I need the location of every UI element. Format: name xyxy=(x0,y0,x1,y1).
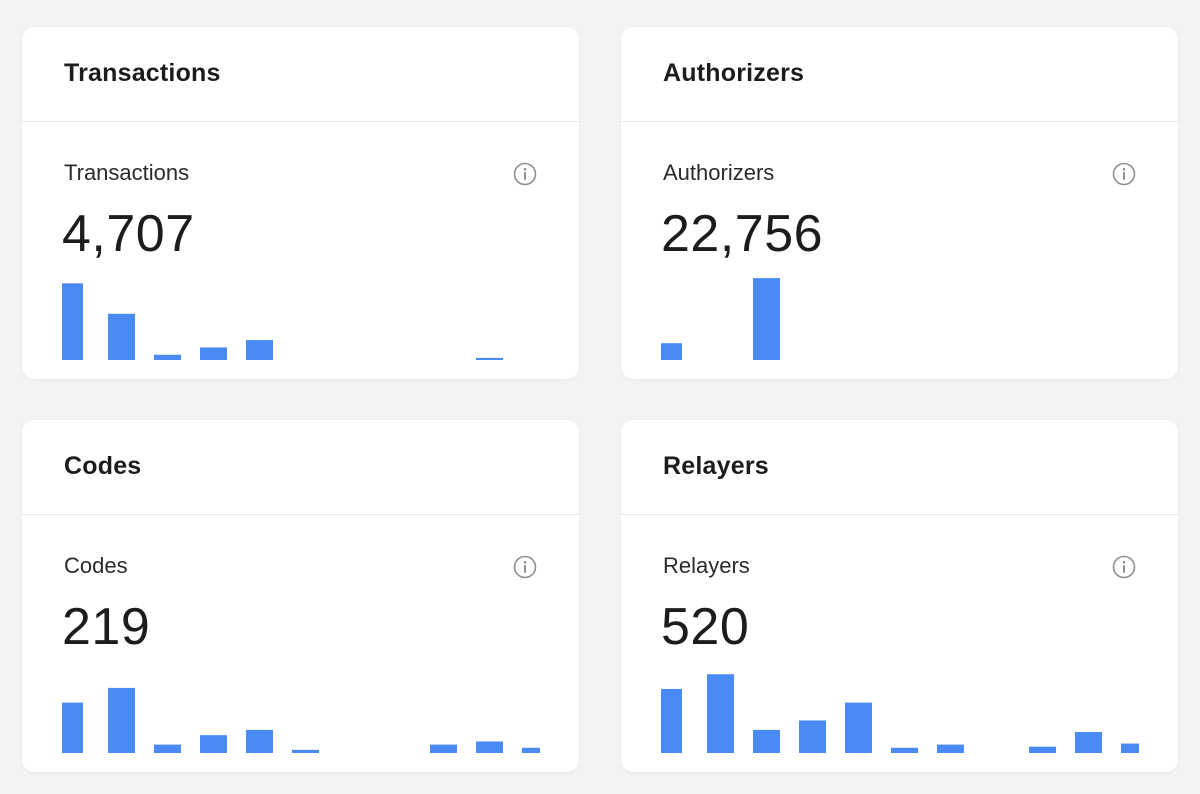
card-title: Authorizers xyxy=(663,58,805,87)
chart-bar[interactable] xyxy=(753,278,780,360)
metric-value: 4,707 xyxy=(62,205,195,263)
chart-bar[interactable] xyxy=(62,283,83,360)
info-icon[interactable] xyxy=(1112,162,1136,186)
sparkline-chart xyxy=(62,687,540,753)
authorizers-card: Authorizers Authorizers 22,756 xyxy=(621,27,1178,379)
card-title: Relayers xyxy=(663,451,769,480)
sparkline-chart xyxy=(62,283,503,360)
chart-bar[interactable] xyxy=(62,702,83,753)
chart-bar[interactable] xyxy=(522,747,540,753)
chart-bar[interactable] xyxy=(1121,743,1139,753)
chart-bar[interactable] xyxy=(154,354,181,360)
chart-bar[interactable] xyxy=(845,702,872,753)
chart-bar[interactable] xyxy=(753,729,780,753)
card-body: Relayers 520 xyxy=(621,515,1178,772)
card-title: Codes xyxy=(64,451,142,480)
codes-card: Codes Codes 219 xyxy=(22,420,579,772)
chart-bar[interactable] xyxy=(476,357,503,360)
metric-value: 520 xyxy=(661,598,750,656)
card-header: Relayers xyxy=(621,420,1178,515)
metric-label: Transactions xyxy=(64,160,190,185)
chart-bar[interactable] xyxy=(200,347,227,360)
sparkline-chart xyxy=(661,674,1139,753)
chart-bar[interactable] xyxy=(154,744,181,753)
card-title: Transactions xyxy=(64,58,221,87)
metric-value: 22,756 xyxy=(661,205,824,263)
chart-bar[interactable] xyxy=(1029,746,1056,753)
chart-bar[interactable] xyxy=(1075,732,1102,753)
chart-bar[interactable] xyxy=(200,735,227,753)
metric-label: Authorizers xyxy=(663,160,775,185)
chart-bar[interactable] xyxy=(891,747,918,753)
card-header: Transactions xyxy=(22,27,579,122)
card-body: Authorizers 22,756 xyxy=(621,122,1178,379)
card-body: Transactions 4,707 xyxy=(22,122,579,379)
chart-bar[interactable] xyxy=(661,688,682,753)
chart-bar[interactable] xyxy=(108,313,135,360)
sparkline-chart xyxy=(661,278,780,360)
chart-bar[interactable] xyxy=(707,674,734,753)
card-header: Authorizers xyxy=(621,27,1178,122)
card-body: Codes 219 xyxy=(22,515,579,772)
chart-bar[interactable] xyxy=(292,749,319,753)
card-header: Codes xyxy=(22,420,579,515)
chart-bar[interactable] xyxy=(246,340,273,360)
chart-bar[interactable] xyxy=(661,343,682,360)
info-icon[interactable] xyxy=(513,162,537,186)
chart-bar[interactable] xyxy=(246,729,273,753)
chart-bar[interactable] xyxy=(108,687,135,753)
relayers-card: Relayers Relayers 520 xyxy=(621,420,1178,772)
metric-value: 219 xyxy=(62,598,151,656)
metric-label: Relayers xyxy=(663,553,750,578)
chart-bar[interactable] xyxy=(430,744,457,753)
info-icon[interactable] xyxy=(1112,555,1136,579)
transactions-card: Transactions Transactions 4,707 xyxy=(22,27,579,379)
chart-bar[interactable] xyxy=(937,744,964,753)
chart-bar[interactable] xyxy=(476,741,503,753)
info-icon[interactable] xyxy=(513,555,537,579)
metric-label: Codes xyxy=(64,553,128,578)
chart-bar[interactable] xyxy=(799,720,826,753)
